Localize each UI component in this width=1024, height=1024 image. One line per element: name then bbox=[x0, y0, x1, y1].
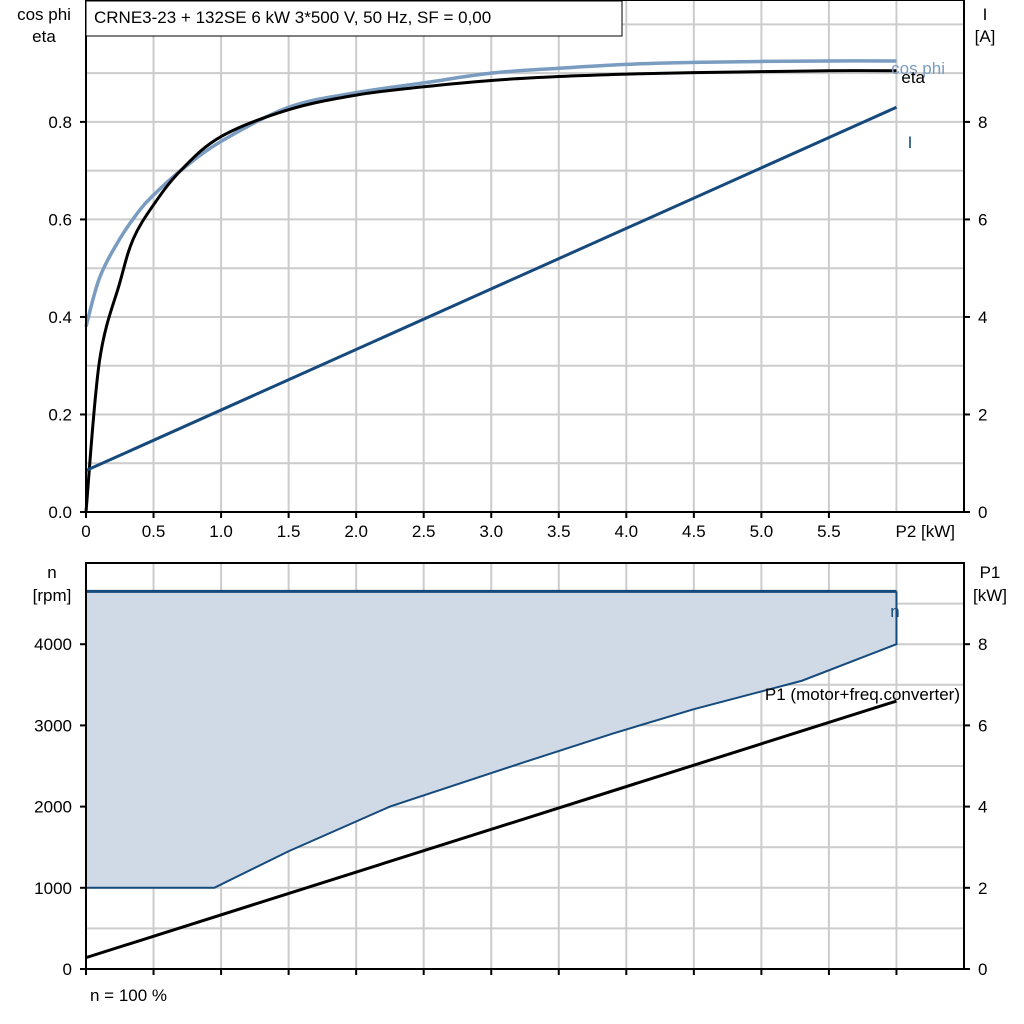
top-left-tick-label: 0.0 bbox=[48, 503, 72, 522]
top-right-tick-label: 4 bbox=[978, 308, 987, 327]
top-x-tick-label: 1.5 bbox=[277, 522, 301, 541]
eta-label: eta bbox=[901, 68, 925, 87]
chart-title-box bbox=[85, 0, 623, 37]
top-chart-frame bbox=[85, 0, 965, 513]
top-x-axis-title: P2 [kW] bbox=[895, 522, 955, 541]
bottom-right-tick-label: 0 bbox=[978, 960, 987, 979]
top-right-tick-label: 6 bbox=[978, 210, 987, 229]
top-right-tick-label: 0 bbox=[978, 503, 987, 522]
bottom-right-axis-title-1: P1 bbox=[980, 563, 1001, 582]
top-left-tick-label: 0.2 bbox=[48, 405, 72, 424]
footer-note: n = 100 % bbox=[90, 986, 167, 1005]
bottom-left-tick-label: 2000 bbox=[34, 798, 72, 817]
top-x-tick-label: 1.0 bbox=[209, 522, 233, 541]
cos-phi-label: cos phi bbox=[891, 59, 945, 78]
bottom-left-tick-label: 1000 bbox=[34, 879, 72, 898]
eta-curve bbox=[84, 69, 897, 513]
p1-curve bbox=[85, 699, 897, 960]
chart-title: CRNE3-23 + 132SE 6 kW 3*500 V, 50 Hz, SF… bbox=[94, 8, 491, 27]
top-right-tick-label: 8 bbox=[978, 113, 987, 132]
speed-label: n bbox=[890, 602, 899, 621]
top-x-tick-label: 0.5 bbox=[142, 522, 166, 541]
top-left-axis-title-1: cos phi bbox=[17, 5, 71, 24]
top-x-tick-label: 3.0 bbox=[479, 522, 503, 541]
bottom-left-tick-label: 3000 bbox=[34, 716, 72, 735]
speed-range-lower-edge bbox=[86, 591, 898, 889]
bottom-right-axis-title-2: [kW] bbox=[973, 586, 1007, 605]
bottom-left-axis-title-1: n bbox=[47, 563, 56, 582]
current-label: I bbox=[908, 133, 913, 152]
bottom-right-tick-label: 2 bbox=[978, 879, 987, 898]
top-x-tick-label: 3.5 bbox=[547, 522, 571, 541]
top-x-tick-label: 2.0 bbox=[344, 522, 368, 541]
bottom-right-tick-label: 8 bbox=[978, 635, 987, 654]
top-chart-ticks: 0 0.5 1.0 1.5 2.0 2.5 3.0 3.5 4.0 4.5 5.0 5.5 0.0 0.2… bbox=[48, 113, 987, 541]
top-right-axis-title-2: [A] bbox=[975, 27, 996, 46]
top-left-axis-title-2: eta bbox=[32, 27, 56, 46]
top-x-tick-label: 4.0 bbox=[614, 522, 638, 541]
speed-range-area bbox=[86, 591, 897, 888]
cos-phi-curve bbox=[84, 59, 897, 328]
top-x-tick-label: 0 bbox=[81, 522, 90, 541]
current-curve bbox=[85, 105, 898, 472]
bottom-chart-frame bbox=[85, 562, 965, 970]
top-left-tick-label: 0.4 bbox=[48, 308, 72, 327]
top-x-tick-label: 2.5 bbox=[412, 522, 436, 541]
top-x-tick-label: 5.0 bbox=[750, 522, 774, 541]
p1-label: P1 (motor+freq.converter) bbox=[765, 685, 960, 704]
top-x-tick-label: 4.5 bbox=[682, 522, 706, 541]
bottom-left-tick-label: 4000 bbox=[34, 635, 72, 654]
bottom-left-axis-title-2: [rpm] bbox=[33, 586, 72, 605]
top-right-tick-label: 2 bbox=[978, 405, 987, 424]
bottom-chart-ticks: 0 1000 2000 3000 4000 0 2 4 6 8 bbox=[34, 635, 987, 979]
top-chart-grid bbox=[86, 0, 964, 512]
top-left-tick-label: 0.8 bbox=[48, 113, 72, 132]
top-left-tick-label: 0.6 bbox=[48, 210, 72, 229]
top-right-axis-title-1: I bbox=[983, 5, 988, 24]
bottom-left-tick-label: 0 bbox=[63, 960, 72, 979]
bottom-right-tick-label: 6 bbox=[978, 716, 987, 735]
bottom-right-tick-label: 4 bbox=[978, 798, 987, 817]
top-x-tick-label: 5.5 bbox=[817, 522, 841, 541]
